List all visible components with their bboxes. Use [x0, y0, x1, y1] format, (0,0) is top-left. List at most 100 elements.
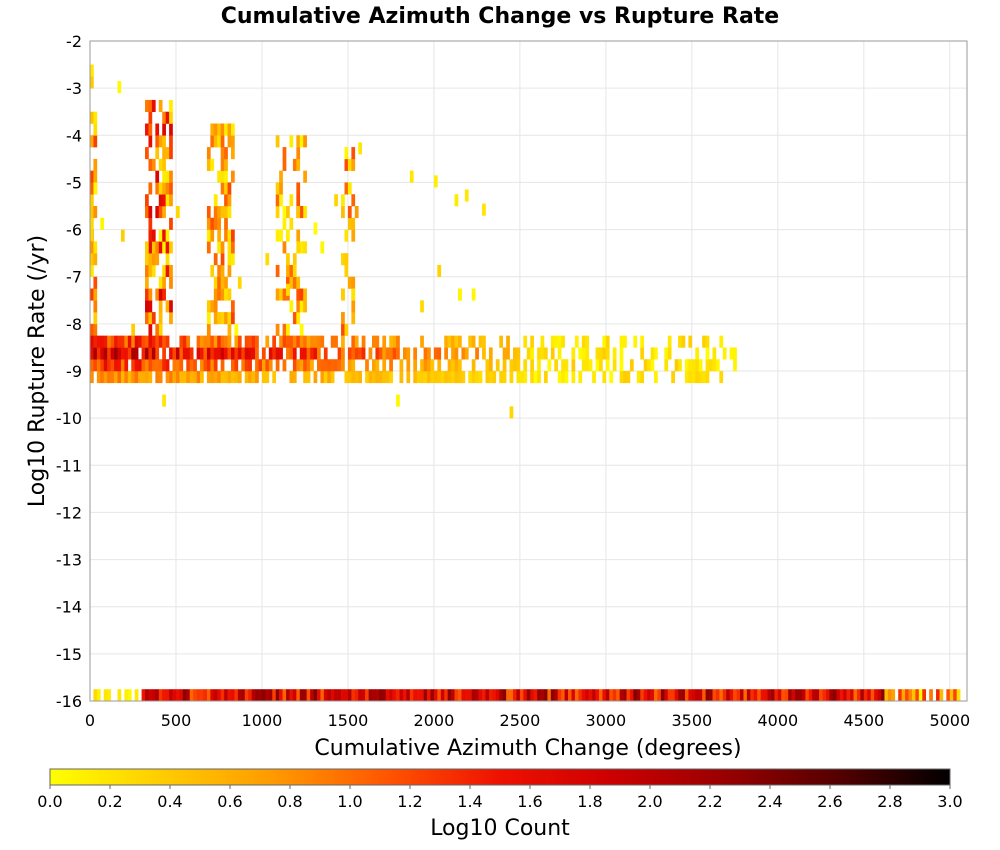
heatmap-cell: [471, 359, 476, 372]
heatmap-cell: [750, 689, 755, 702]
heatmap-cell: [389, 347, 393, 360]
heatmap-cell: [485, 689, 490, 702]
colorbar-tick-label: 1.4: [457, 792, 482, 811]
heatmap-cell: [213, 347, 218, 360]
heatmap-cell: [165, 359, 170, 372]
heatmap-cell: [361, 335, 366, 348]
heatmap-cell: [189, 359, 194, 372]
heatmap-cell: [206, 335, 211, 348]
x-tick-label: 4500: [843, 711, 884, 730]
heatmap-cell: [231, 170, 235, 183]
heatmap-cell: [299, 689, 304, 702]
heatmap-cell: [344, 182, 349, 195]
heatmap-cell: [227, 347, 232, 360]
heatmap-cell: [454, 359, 459, 372]
heatmap-cell: [681, 335, 686, 348]
heatmap-cell: [337, 689, 342, 702]
heatmap-cell: [110, 371, 115, 384]
heatmap-cell: [175, 206, 180, 219]
heatmap-cell: [581, 359, 586, 372]
heatmap-cell: [571, 689, 576, 702]
heatmap-cell: [599, 359, 603, 372]
heatmap-cell: [155, 123, 160, 136]
heatmap-cell: [299, 359, 304, 372]
heatmap-cell: [347, 276, 352, 289]
heatmap-cell: [155, 359, 160, 372]
heatmap-cell: [145, 194, 149, 207]
heatmap-cell: [715, 689, 720, 702]
heatmap-cell: [447, 689, 452, 702]
heatmap-cell: [389, 371, 393, 384]
heatmap-cell: [158, 99, 163, 113]
heatmap-cell: [145, 359, 149, 372]
heatmap-cell: [158, 206, 163, 219]
heatmap-cell: [248, 689, 252, 702]
heatmap-cell: [120, 347, 125, 360]
heatmap-cell: [798, 689, 803, 702]
heatmap-cell: [217, 241, 221, 254]
heatmap-cell: [275, 182, 280, 195]
heatmap-cell: [375, 371, 380, 384]
heatmap-cell: [688, 371, 693, 384]
y-tick-label: -10: [56, 409, 82, 428]
heatmap-cell: [148, 241, 153, 254]
heatmap-cell: [172, 359, 177, 372]
heatmap-cell: [447, 359, 452, 372]
heatmap-cell: [93, 123, 98, 136]
heatmap-cell: [282, 323, 287, 336]
heatmap-cell: [162, 147, 166, 160]
heatmap-cell: [289, 217, 294, 230]
heatmap-cell: [251, 371, 256, 384]
heatmap-cell: [640, 347, 645, 360]
heatmap-cell: [268, 359, 273, 372]
heatmap-cell: [602, 689, 607, 702]
heatmap-cell: [695, 359, 700, 372]
heatmap-cell: [158, 288, 163, 301]
heatmap-cell: [506, 689, 510, 702]
heatmap-cell: [361, 347, 366, 360]
heatmap-cell: [674, 359, 679, 372]
heatmap-cell: [310, 347, 314, 360]
heatmap-cell: [279, 689, 283, 702]
heatmap-cell: [310, 689, 314, 702]
heatmap-cell: [117, 81, 122, 94]
heatmap-cell: [389, 689, 393, 702]
heatmap-cell: [220, 264, 225, 278]
heatmap-cell: [227, 253, 232, 266]
heatmap-cell: [210, 359, 215, 372]
heatmap-cell: [891, 689, 896, 702]
heatmap-cell: [619, 347, 624, 360]
heatmap-cell: [148, 288, 153, 301]
heatmap-cell: [275, 288, 280, 301]
heatmap-cell: [705, 371, 710, 384]
heatmap-cell: [210, 347, 215, 360]
heatmap-cell: [193, 689, 197, 702]
heatmap-cell: [306, 335, 311, 348]
heatmap-cell: [169, 347, 173, 360]
heatmap-cell: [103, 689, 108, 702]
heatmap-cell: [399, 371, 404, 384]
heatmap-cell: [124, 689, 129, 702]
heatmap-cell: [313, 222, 318, 235]
heatmap-cell: [303, 300, 307, 313]
heatmap-cell: [375, 359, 380, 372]
heatmap-cell: [231, 312, 235, 325]
heatmap-cell: [347, 371, 352, 384]
heatmap-cell: [454, 371, 459, 384]
heatmap-cell: [148, 359, 153, 372]
heatmap-cell: [482, 689, 486, 702]
heatmap-cell: [296, 229, 301, 242]
heatmap-cell: [881, 689, 885, 702]
heatmap-cell: [654, 371, 658, 384]
heatmap-cell: [210, 229, 215, 242]
heatmap-cell: [210, 689, 215, 702]
heatmap-cell: [671, 371, 675, 384]
heatmap-cell: [145, 253, 149, 266]
heatmap-cell: [186, 347, 191, 360]
y-tick-label: -16: [56, 692, 82, 711]
heatmap-cell: [509, 371, 514, 384]
heatmap-cell: [633, 689, 638, 702]
heatmap-cell: [719, 371, 724, 384]
heatmap-cell: [347, 359, 352, 372]
